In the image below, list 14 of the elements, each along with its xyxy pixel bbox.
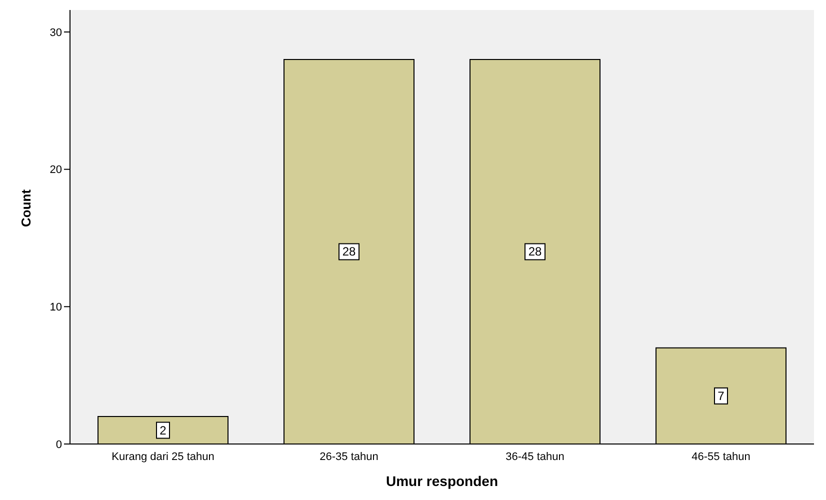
y-tick-label: 0	[56, 438, 62, 451]
y-tick-label: 30	[50, 26, 62, 39]
x-tick-label: Kurang dari 25 tahun	[112, 450, 214, 463]
data-label: 28	[528, 244, 542, 259]
data-label: 7	[718, 388, 725, 403]
y-tick-label: 10	[50, 302, 62, 314]
x-tick-label: 36-45 tahun	[506, 450, 564, 463]
y-axis-title: Count	[18, 188, 34, 227]
x-tick-label: 26-35 tahun	[320, 450, 378, 463]
x-axis-title: Umur responden	[386, 473, 498, 489]
y-tick-label: 20	[50, 164, 62, 176]
data-label: 2	[160, 423, 167, 438]
data-label: 28	[342, 244, 356, 259]
x-tick-label: 46-55 tahun	[692, 450, 750, 463]
